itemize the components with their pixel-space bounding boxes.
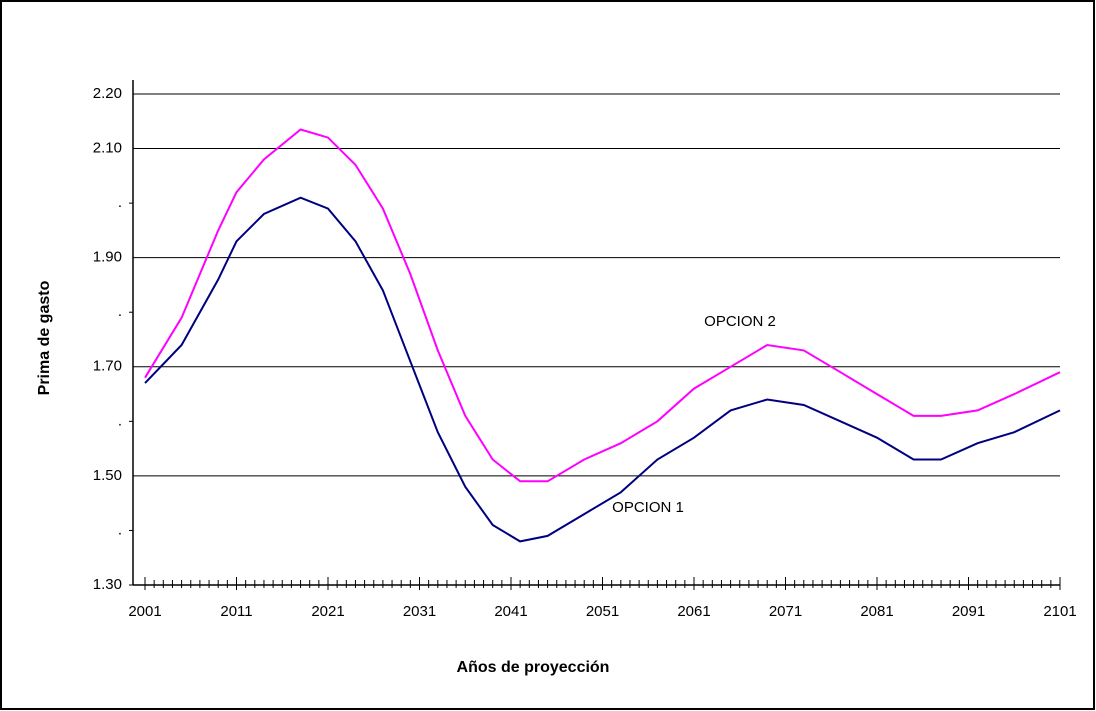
x-tick-label: 2001 <box>128 603 161 620</box>
x-tick-label: 2011 <box>220 603 252 620</box>
y-axis-title: Prima de gasto <box>36 280 53 395</box>
x-tick-label: 2101 <box>1043 603 1076 620</box>
x-tick-label: 2031 <box>403 603 436 620</box>
x-tick-label: 2021 <box>311 603 344 620</box>
x-tick-label: 2071 <box>769 603 802 620</box>
x-tick-label: 2051 <box>586 603 619 620</box>
x-tick-label: 2041 <box>494 603 527 620</box>
line-series <box>144 196 1061 543</box>
x-tick-label: 2081 <box>860 603 893 620</box>
y-tick-label: . <box>118 194 122 211</box>
series-label: OPCION 1 <box>612 499 684 516</box>
series-label: OPCION 2 <box>704 313 776 330</box>
x-tick-label: 2061 <box>677 603 710 620</box>
y-tick-label: . <box>118 521 122 538</box>
y-tick-label: 2.10 <box>93 140 122 157</box>
y-tick-label: . <box>118 412 122 429</box>
y-tick-label: . <box>118 303 122 320</box>
y-tick-label: 1.70 <box>93 358 122 375</box>
y-tick-label: 1.90 <box>93 249 122 266</box>
line-series <box>144 128 1061 483</box>
x-tick-label: 2091 <box>952 603 985 620</box>
y-tick-label: 2.20 <box>93 85 122 102</box>
x-axis-title: Años de proyección <box>457 659 610 676</box>
y-tick-label: 1.30 <box>93 576 122 593</box>
y-tick-label: 1.50 <box>93 467 122 484</box>
